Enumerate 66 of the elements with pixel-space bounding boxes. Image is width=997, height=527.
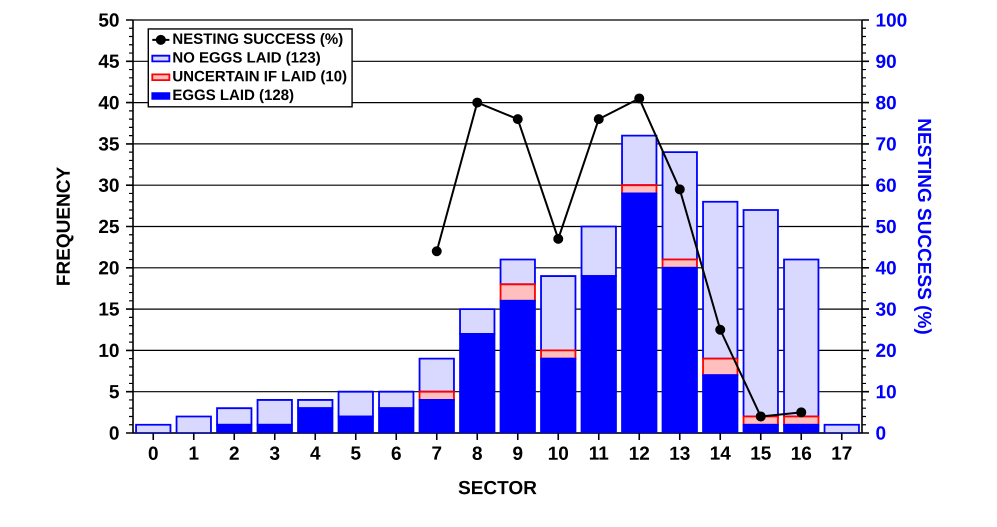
- x-axis-title: SECTOR: [458, 480, 537, 494]
- y2-tick-label: 0: [876, 426, 886, 440]
- bar: [500, 283, 536, 302]
- y2-tick-label: 100: [876, 13, 906, 27]
- y-tick-label: 15: [100, 302, 119, 316]
- point: [594, 114, 604, 124]
- bar: [662, 151, 698, 260]
- point: [472, 98, 482, 108]
- point: [553, 234, 564, 244]
- bar: [580, 226, 617, 277]
- y-tick-label: 40: [98, 96, 119, 110]
- x-tick-label: 3: [270, 446, 280, 460]
- y2-tick-label: 40: [876, 261, 896, 275]
- y-tick-label: 50: [98, 13, 119, 27]
- y2-tick-label: 30: [876, 302, 896, 316]
- point: [756, 411, 766, 422]
- point: [634, 93, 644, 104]
- y-tick-label: 45: [98, 54, 119, 68]
- y-tick-label: 35: [98, 137, 119, 151]
- y2-tick-label: 50: [876, 220, 896, 234]
- legend-label: EGGS LAID (128): [173, 89, 294, 104]
- x-tick-label: 16: [792, 446, 812, 460]
- y2-tick-label: 90: [876, 54, 896, 68]
- legend-label: NESTING SUCCESS (%): [173, 32, 342, 47]
- x-tick-label: 1: [190, 446, 199, 460]
- y-tick-label: 5: [109, 385, 119, 398]
- x-tick-label: 9: [513, 446, 522, 460]
- y-tick-label: 30: [98, 178, 119, 192]
- legend-label: UNCERTAIN IF LAID (10): [173, 70, 346, 84]
- y-tick-label: 25: [99, 220, 119, 234]
- y2-tick-label: 10: [876, 384, 896, 398]
- x-tick-label: 10: [548, 446, 568, 460]
- x-tick-label: 7: [432, 446, 442, 460]
- bar: [418, 358, 455, 393]
- x-tick-label: 8: [472, 446, 482, 460]
- point: [674, 184, 685, 194]
- y-tick-label: 0: [110, 426, 119, 440]
- x-tick-label: 14: [710, 446, 731, 460]
- x-tick-label: 12: [630, 446, 650, 460]
- y2-tick-label: 60: [876, 178, 896, 192]
- y-axis-title: FREQUENCY: [56, 167, 74, 285]
- y2-tick-label: 80: [876, 96, 896, 110]
- x-tick-label: 5: [351, 446, 361, 460]
- y2-tick-label: 70: [876, 137, 896, 151]
- x-tick-label: 17: [832, 446, 852, 460]
- point: [432, 246, 442, 256]
- point: [512, 114, 523, 124]
- x-tick-label: 13: [670, 446, 690, 460]
- x-tick-label: 0: [148, 446, 158, 460]
- y2-axis-title: NESTING SUCCESS (%): [914, 120, 932, 334]
- y-tick-label: 10: [100, 344, 119, 358]
- x-tick-label: 11: [590, 446, 608, 460]
- bar: [783, 258, 820, 418]
- bar: [702, 200, 738, 360]
- point: [715, 324, 726, 335]
- bar: [742, 209, 779, 418]
- x-tick-label: 6: [392, 446, 401, 460]
- x-tick-label: 15: [751, 446, 771, 460]
- legend-label: NO EGGS LAID (123): [173, 52, 320, 66]
- bar: [621, 134, 658, 186]
- x-tick-label: 2: [230, 446, 239, 460]
- y2-tick-label: 20: [876, 344, 896, 358]
- point: [796, 407, 806, 418]
- x-tick-label: 4: [310, 446, 320, 460]
- y-tick-label: 20: [99, 261, 119, 275]
- bar: [540, 275, 576, 352]
